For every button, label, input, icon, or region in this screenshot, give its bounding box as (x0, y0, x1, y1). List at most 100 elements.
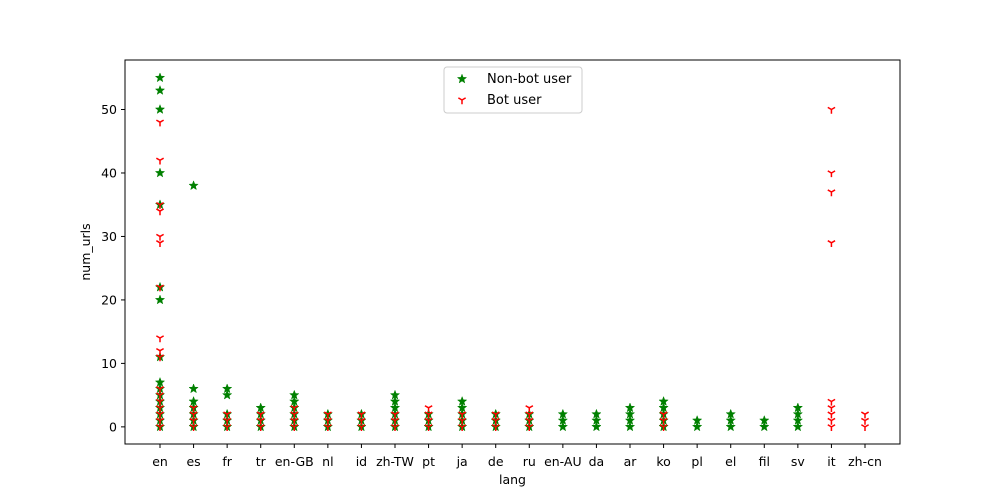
data-point-bot (525, 424, 534, 432)
data-point-bot (256, 417, 265, 425)
x-tick-label: sv (791, 454, 806, 469)
data-point-bot (189, 424, 198, 432)
data-point-bot (458, 411, 467, 419)
data-point-bot (223, 417, 232, 425)
data-point-non-bot (591, 421, 602, 432)
data-point-non-bot (557, 421, 569, 432)
data-point-non-bot (624, 421, 636, 432)
data-point-bot (659, 417, 668, 425)
plot-frame (124, 59, 901, 445)
data-point-bot (223, 424, 232, 432)
x-tick-label: de (488, 454, 504, 469)
data-point-bot (525, 417, 534, 425)
data-point-non-bot (658, 395, 669, 406)
data-point-bot (323, 417, 332, 425)
data-point-bot (256, 424, 265, 432)
data-point-bot (223, 411, 232, 419)
data-point-non-bot (624, 408, 636, 419)
data-point-non-bot (792, 402, 804, 413)
x-tick-label: ar (624, 454, 638, 469)
data-point-bot (827, 424, 836, 432)
data-point-bot (155, 398, 165, 406)
data-point-bot (155, 119, 165, 127)
data-point-non-bot (456, 395, 468, 406)
data-point-bot (155, 424, 165, 432)
data-point-bot (155, 411, 165, 419)
data-point-non-bot (792, 408, 804, 419)
x-tick-label: id (356, 454, 367, 469)
x-tick-label: nl (322, 454, 333, 469)
data-point-bot (525, 405, 534, 413)
y-axis-label: num_urls (78, 223, 93, 280)
data-point-non-bot (188, 180, 199, 191)
data-point-non-bot (154, 294, 166, 305)
data-point-bot (155, 386, 165, 393)
legend-star-marker (456, 73, 468, 84)
data-point-non-bot (557, 408, 569, 419)
data-point-non-bot (591, 415, 602, 425)
y-tick-label: 0 (109, 419, 117, 434)
x-tick-label: tr (256, 454, 267, 469)
data-point-bot (860, 411, 870, 419)
data-point-bot (390, 424, 400, 432)
legend-entry-non-bot-user: Non-bot user (487, 72, 572, 87)
data-point-non-bot (289, 389, 300, 400)
data-point-bot (290, 424, 299, 432)
x-axis-ticks: en es fr tr en-GB nl id zh-TW pt ja de ru en-AU da ar k… (152, 444, 882, 469)
x-tick-label: en-AU (544, 454, 582, 469)
data-point-non-bot (154, 376, 166, 387)
data-point-non-bot (221, 383, 233, 394)
data-point-bot (827, 405, 836, 413)
data-point-bot (155, 335, 165, 343)
data-point-bot (827, 106, 836, 114)
x-tick-label: en-GB (275, 454, 314, 469)
x-tick-label: el (725, 454, 736, 469)
data-point-non-bot (759, 421, 770, 432)
data-point-bot (256, 411, 265, 419)
data-point-bot (155, 284, 165, 292)
y-tick-label: 30 (101, 229, 117, 244)
data-point-bot (155, 405, 165, 413)
data-point-non-bot (591, 408, 602, 419)
legend-tri-marker (457, 97, 467, 105)
x-tick-label: zh-cn (848, 454, 882, 469)
data-point-bot (155, 240, 165, 247)
data-point-bot (424, 417, 433, 425)
data-point-bot (155, 201, 165, 209)
data-point-bot (525, 411, 534, 419)
legend-tri-symbol (457, 97, 467, 105)
x-axis-label: lang (499, 472, 526, 487)
y-axis-ticks: 0 10 20 30 40 50 (101, 102, 125, 434)
data-point-non-bot (557, 415, 569, 425)
data-point-bot (827, 240, 836, 248)
y-tick-label: 10 (101, 356, 117, 371)
data-point-bot (189, 417, 198, 425)
data-point-non-bot (624, 415, 636, 425)
data-point-bot (155, 157, 165, 165)
x-tick-label: es (186, 454, 200, 469)
x-tick-label: pl (691, 454, 702, 469)
legend: Non-bot user Bot user (443, 66, 583, 114)
data-point-bot (357, 411, 366, 419)
series-bot-user (155, 106, 870, 432)
data-point-non-bot (389, 395, 401, 406)
data-point-bot (659, 411, 668, 419)
data-point-non-bot (289, 395, 300, 406)
data-point-non-bot (658, 402, 669, 413)
data-point-bot (827, 411, 836, 419)
x-tick-label: it (827, 454, 835, 469)
data-point-non-bot (725, 408, 736, 419)
y-tick-label: 50 (101, 102, 117, 117)
data-point-non-bot (691, 415, 703, 425)
y-tick-label: 20 (101, 292, 117, 307)
data-point-bot (458, 417, 467, 425)
data-point-bot (424, 424, 433, 432)
data-point-bot (827, 170, 836, 178)
data-point-non-bot (725, 415, 736, 425)
data-point-non-bot (255, 402, 266, 413)
data-point-bot (155, 208, 165, 216)
data-point-non-bot (725, 421, 736, 432)
data-point-bot (155, 354, 165, 362)
data-point-bot (189, 411, 198, 419)
